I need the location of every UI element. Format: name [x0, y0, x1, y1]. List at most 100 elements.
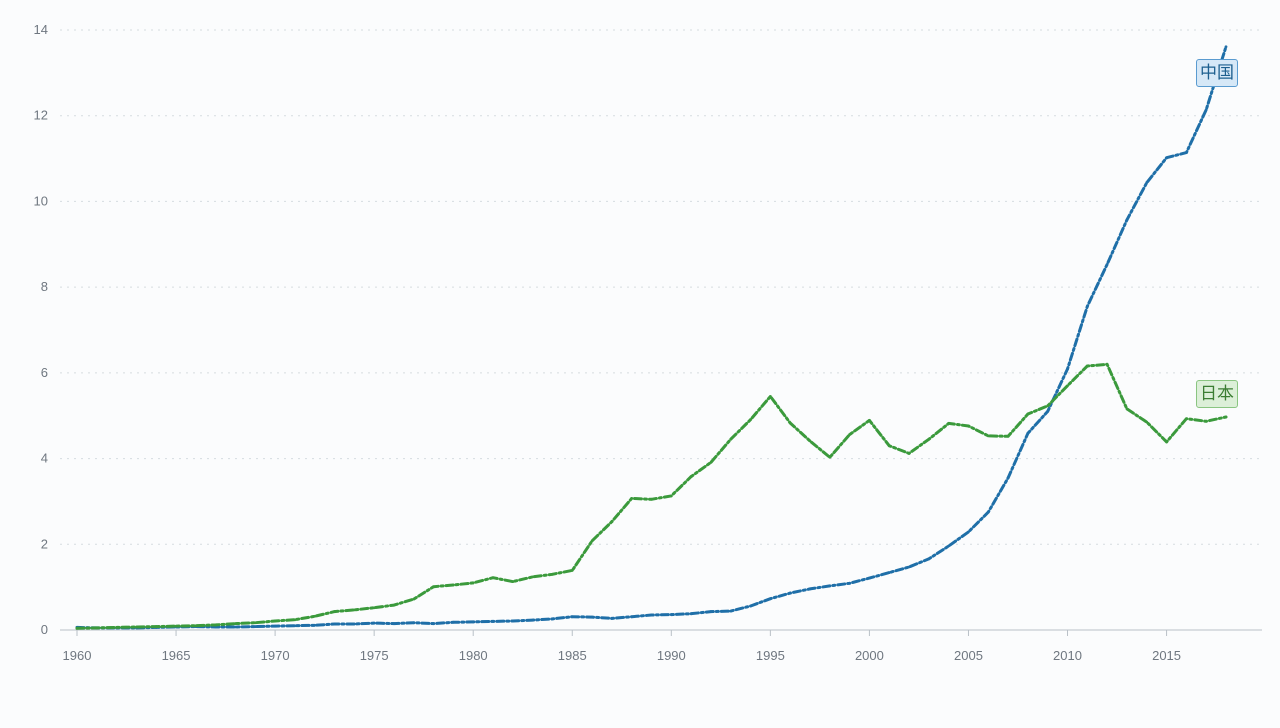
- data-point: [313, 623, 317, 627]
- data-point: [570, 615, 574, 619]
- data-point: [372, 606, 376, 610]
- data-point: [947, 422, 951, 425]
- data-point: [511, 619, 515, 623]
- data-point: [511, 580, 515, 583]
- data-point: [907, 565, 911, 569]
- data-point: [234, 625, 237, 629]
- data-point: [768, 395, 772, 398]
- data-point: [551, 572, 554, 576]
- data-point: [848, 433, 852, 436]
- y-tick-label: 8: [41, 279, 48, 294]
- data-point: [75, 626, 79, 630]
- data-point: [491, 576, 495, 580]
- data-point: [630, 615, 634, 619]
- data-point: [1085, 364, 1089, 368]
- data-point: [967, 530, 970, 534]
- series-japan: [75, 362, 1228, 630]
- data-point: [967, 424, 970, 428]
- x-tick-label: 2000: [855, 648, 884, 663]
- series-line: [75, 362, 1228, 630]
- data-point: [630, 497, 634, 500]
- data-point: [135, 625, 138, 629]
- x-tick-label: 1975: [360, 648, 389, 663]
- data-point: [729, 609, 733, 613]
- data-point: [907, 452, 911, 455]
- data-point: [1224, 415, 1228, 419]
- data-point: [333, 622, 336, 626]
- data-point: [729, 437, 733, 441]
- grid-layer: [60, 29, 1262, 545]
- data-point: [1026, 412, 1030, 416]
- data-point: [887, 571, 891, 574]
- y-tick-label: 4: [41, 451, 48, 466]
- x-tick-label: 1980: [459, 648, 488, 663]
- x-tick-label: 2015: [1152, 648, 1181, 663]
- x-tick-label: 2005: [954, 648, 983, 663]
- data-point: [590, 615, 594, 619]
- legend-label-japan: 日本: [1196, 380, 1238, 408]
- data-point: [927, 557, 931, 561]
- data-point: [868, 419, 871, 422]
- data-point: [709, 461, 713, 464]
- data-point: [887, 444, 891, 448]
- data-point: [650, 613, 653, 617]
- data-point: [471, 620, 475, 624]
- series-layer: [75, 45, 1228, 630]
- data-point: [333, 610, 336, 613]
- data-point: [253, 625, 257, 628]
- data-point: [432, 585, 435, 589]
- y-tick-label: 14: [34, 22, 48, 37]
- x-tick-label: 1970: [261, 648, 290, 663]
- data-point: [1224, 45, 1228, 49]
- data-point: [828, 455, 832, 459]
- y-tick-label: 10: [34, 193, 48, 208]
- data-point: [610, 617, 614, 620]
- data-point: [709, 610, 713, 613]
- data-point: [669, 613, 673, 616]
- data-point: [927, 437, 931, 441]
- data-point: [1165, 156, 1168, 160]
- data-point: [531, 618, 535, 622]
- x-tick-label: 1960: [63, 648, 92, 663]
- y-tick-label: 6: [41, 365, 48, 380]
- data-point: [352, 608, 356, 612]
- data-point: [1105, 263, 1109, 266]
- data-point: [115, 626, 119, 629]
- data-point: [471, 581, 475, 585]
- data-point: [392, 622, 396, 625]
- data-point: [412, 621, 416, 625]
- data-point: [1204, 108, 1208, 112]
- data-point: [293, 624, 297, 628]
- data-point: [1046, 404, 1050, 408]
- data-point: [253, 621, 257, 625]
- data-point: [986, 434, 990, 438]
- data-point: [749, 418, 752, 421]
- data-point: [293, 618, 297, 622]
- data-point: [590, 539, 594, 543]
- data-point: [669, 494, 673, 498]
- data-point: [214, 623, 218, 627]
- data-point: [432, 622, 435, 625]
- data-point: [372, 621, 376, 625]
- data-point: [788, 421, 792, 425]
- data-point: [1125, 218, 1129, 222]
- data-point: [788, 591, 792, 595]
- y-tick-label: 12: [34, 108, 48, 123]
- data-point: [392, 603, 396, 607]
- data-point: [1046, 410, 1050, 413]
- data-point: [273, 624, 277, 628]
- data-point: [848, 581, 852, 585]
- data-point: [1006, 434, 1010, 438]
- legend-label-china: 中国: [1196, 59, 1238, 87]
- data-point: [174, 624, 178, 628]
- data-point: [451, 583, 455, 587]
- data-point: [154, 625, 158, 628]
- data-point: [95, 626, 99, 630]
- data-point: [1184, 417, 1188, 421]
- data-point: [689, 612, 693, 616]
- data-point: [313, 614, 317, 618]
- data-point: [689, 475, 693, 478]
- data-point: [768, 597, 772, 601]
